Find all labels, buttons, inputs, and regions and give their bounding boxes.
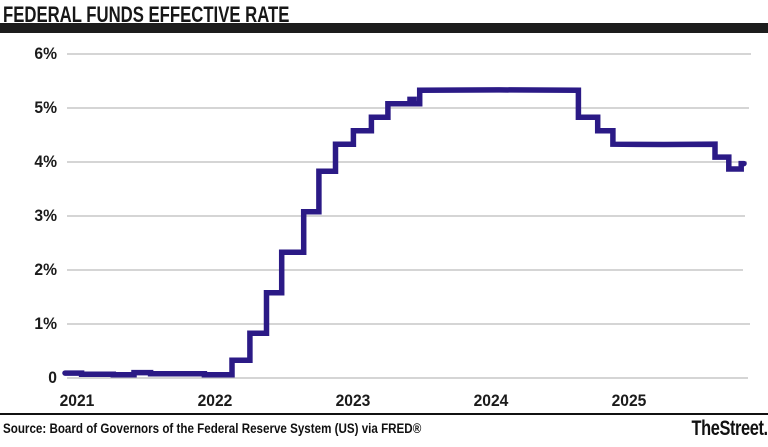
source-text: Source: Board of Governors of the Federa… xyxy=(3,421,422,436)
y-tick-label: 0 xyxy=(48,368,57,387)
footer-divider xyxy=(0,413,768,415)
thestreet-logo: TheStreet. xyxy=(691,417,768,440)
rate-line xyxy=(62,87,747,378)
x-tick-label: 2024 xyxy=(473,391,509,410)
y-tick-label: 5% xyxy=(34,98,57,117)
y-tick-label: 1% xyxy=(34,314,57,333)
y-tick-label: 3% xyxy=(34,206,57,225)
chart-title: FEDERAL FUNDS EFFECTIVE RATE xyxy=(3,2,290,27)
x-tick-label: 2025 xyxy=(611,391,647,410)
x-tick-label: 2021 xyxy=(59,391,95,410)
x-tick-label: 2022 xyxy=(197,391,233,410)
y-tick-label: 6% xyxy=(34,44,57,63)
x-tick-label: 2023 xyxy=(335,391,371,410)
y-tick-label: 4% xyxy=(34,152,57,171)
y-tick-label: 2% xyxy=(34,260,57,279)
title-divider-bar xyxy=(0,23,768,33)
